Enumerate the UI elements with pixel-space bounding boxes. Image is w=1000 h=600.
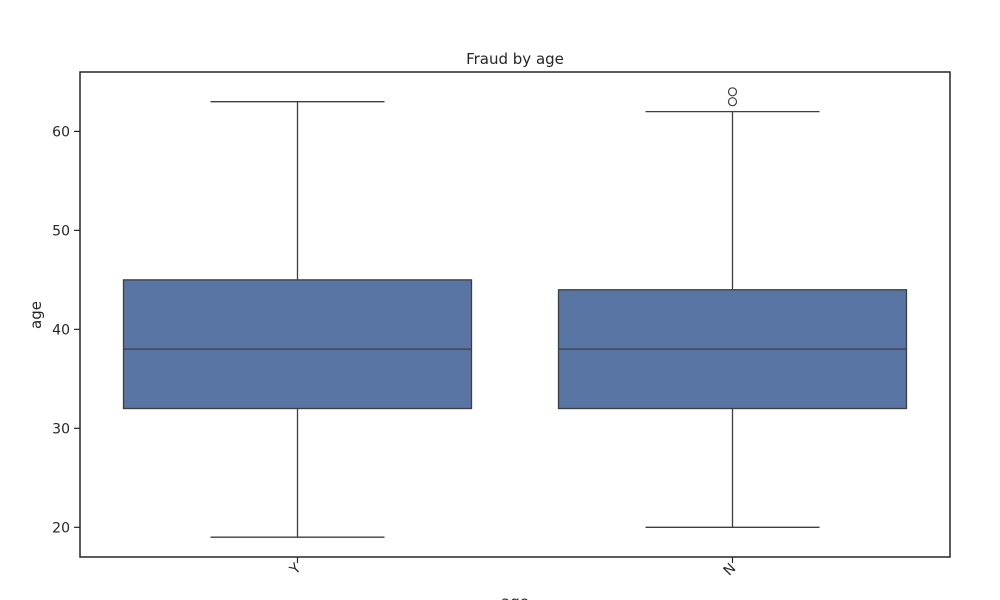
y-tick-label: 20: [52, 520, 70, 536]
box-Y: [122, 279, 473, 410]
x-tick-label: Y: [286, 560, 304, 578]
x-axis-label: age: [501, 593, 529, 600]
x-tick-label: N: [721, 561, 740, 580]
outlier-point: [727, 97, 738, 107]
chart-title: Fraud by age: [466, 50, 564, 68]
y-tick-label: 60: [52, 124, 70, 140]
y-tick-label: 40: [52, 322, 70, 338]
outlier-point: [727, 87, 738, 97]
y-tick-label: 50: [52, 223, 70, 239]
y-axis-label: age: [27, 301, 45, 329]
plot-frame: [79, 71, 951, 558]
y-tick-label: 30: [52, 421, 70, 437]
plot-area: [122, 87, 908, 538]
